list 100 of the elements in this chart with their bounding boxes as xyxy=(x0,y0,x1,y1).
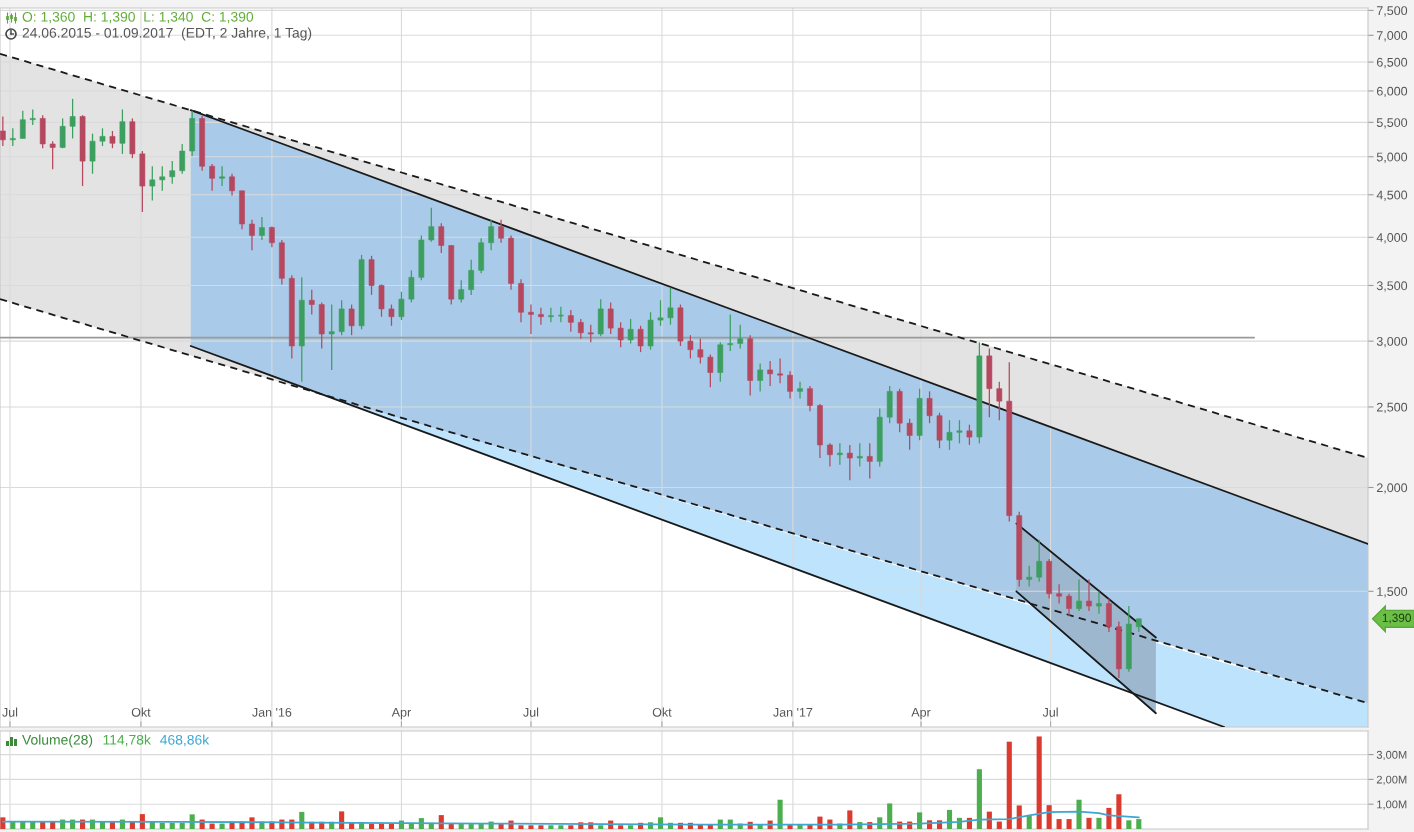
candlestick xyxy=(866,442,873,480)
candlestick xyxy=(707,353,714,388)
candlestick xyxy=(627,318,634,345)
candlestick xyxy=(388,303,395,327)
bar xyxy=(498,824,504,829)
bar xyxy=(458,824,464,829)
candlestick xyxy=(607,301,614,335)
candlestick xyxy=(89,133,96,175)
candlestick xyxy=(827,442,833,468)
candlestick xyxy=(1066,593,1072,617)
bar xyxy=(468,824,474,829)
candlestick xyxy=(458,279,465,304)
bar xyxy=(887,803,893,829)
candlestick xyxy=(219,165,225,187)
candlestick xyxy=(348,303,355,336)
candlestick xyxy=(428,207,435,243)
y-tick-label: 6,000 xyxy=(1376,86,1408,98)
chart-title: O: 1,360 H: 1,390 L: 1,340 C: 1,390 xyxy=(22,11,254,24)
candlestick xyxy=(538,307,544,326)
text: 1,390 xyxy=(1382,613,1411,624)
candlestick xyxy=(946,419,953,451)
bar xyxy=(528,825,534,829)
bar xyxy=(20,821,26,829)
bar xyxy=(1036,736,1042,829)
candlestick xyxy=(259,216,265,241)
candlestick xyxy=(159,165,166,192)
candlestick xyxy=(767,360,773,387)
candlestick xyxy=(727,313,734,352)
bar xyxy=(1026,815,1032,829)
candlestick xyxy=(69,98,76,140)
candlestick xyxy=(1106,597,1112,633)
chart-title: Volume(28) xyxy=(22,734,93,748)
bar xyxy=(30,821,36,829)
y-tick-label: 2,000 xyxy=(1376,483,1408,494)
candlestick xyxy=(617,321,624,348)
bar xyxy=(976,769,982,829)
bar xyxy=(0,817,6,829)
y-tick-label: 3,00M xyxy=(1376,750,1407,761)
candlestick xyxy=(1026,565,1033,588)
bar xyxy=(1086,817,1092,829)
candlestick xyxy=(787,370,793,400)
candlestick xyxy=(338,299,345,336)
x-tick-label: Apr xyxy=(911,708,931,720)
bar xyxy=(1076,799,1082,829)
bar xyxy=(518,825,524,829)
candlestick xyxy=(966,424,973,446)
y-tick-label: 4,000 xyxy=(1376,233,1408,244)
bar xyxy=(568,825,574,829)
candlestick xyxy=(926,390,933,424)
bar xyxy=(1046,805,1052,829)
candlestick xyxy=(408,269,415,304)
y-tick-label: 7,500 xyxy=(1376,6,1408,17)
candlestick xyxy=(1056,583,1062,605)
candlestick xyxy=(498,219,504,244)
candlestick xyxy=(149,165,156,202)
x-tick-label: Apr xyxy=(391,708,411,720)
bar xyxy=(1096,817,1102,829)
candlestick xyxy=(697,338,704,365)
bar xyxy=(777,799,783,829)
candlestick xyxy=(797,381,803,400)
y-tick-label: 1,500 xyxy=(1377,587,1408,598)
bar xyxy=(1056,819,1062,829)
candlestick xyxy=(49,140,56,170)
candlestick xyxy=(1086,578,1092,612)
x-tick-label: Jan '16 xyxy=(252,707,292,717)
candlestick xyxy=(249,219,255,251)
y-tick-label: 4,500 xyxy=(1376,190,1408,201)
candlestick xyxy=(757,362,763,393)
y-tick-label: 3,500 xyxy=(1376,281,1408,292)
y-tick-label: 7,000 xyxy=(1376,31,1408,42)
candlestick xyxy=(19,110,26,140)
bar xyxy=(1136,819,1142,829)
x-tick-label: Okt xyxy=(652,707,672,717)
y-tick-label: 2,00M xyxy=(1376,775,1407,785)
candlestick xyxy=(567,309,574,333)
candlestick xyxy=(996,381,1003,421)
annotation: 468,86k xyxy=(160,734,210,747)
bar xyxy=(1016,805,1022,829)
bar xyxy=(598,825,604,829)
bar xyxy=(917,812,923,829)
line-series xyxy=(1,810,1140,826)
candlestick xyxy=(528,303,534,335)
x-tick-label: Okt xyxy=(131,707,151,717)
bar xyxy=(558,825,564,829)
candlestick xyxy=(438,222,445,254)
candlestick xyxy=(1036,539,1043,583)
annotation: 114,78k xyxy=(103,734,151,747)
bar xyxy=(538,825,544,829)
candlestick xyxy=(209,163,215,192)
candlestick xyxy=(906,418,913,451)
bar xyxy=(1066,819,1072,829)
bar xyxy=(847,810,853,829)
bar xyxy=(448,824,454,829)
candlestick xyxy=(548,307,554,323)
x-tick-label: Jul xyxy=(523,707,539,717)
bar xyxy=(548,825,554,829)
candlestick xyxy=(956,419,963,444)
candlestick xyxy=(378,283,385,318)
candlestick xyxy=(657,299,664,327)
bar xyxy=(1116,794,1122,829)
